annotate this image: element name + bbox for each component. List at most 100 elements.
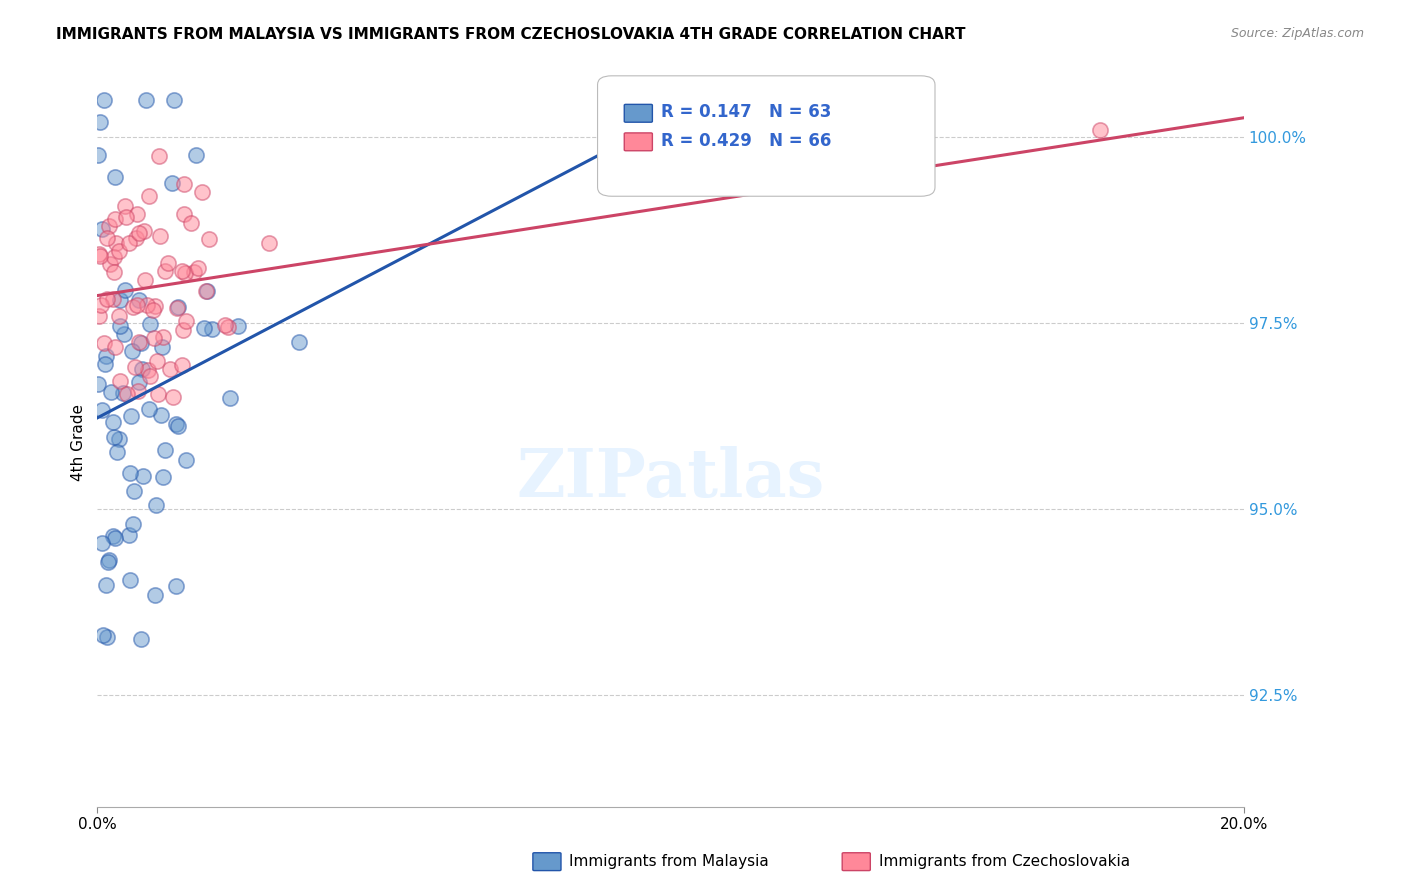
Point — [104, 340, 127, 354]
Point — [173, 177, 195, 191]
Point — [153, 264, 176, 278]
Point — [172, 323, 194, 337]
Point — [162, 390, 184, 404]
Point — [103, 415, 125, 429]
Point — [128, 293, 150, 308]
Point — [97, 219, 120, 233]
Point — [90, 403, 112, 417]
Point — [149, 229, 172, 244]
Point — [103, 250, 125, 264]
Point — [162, 176, 184, 190]
Point — [103, 264, 125, 278]
Point — [100, 384, 122, 399]
Point — [96, 231, 118, 245]
Point — [135, 93, 157, 107]
Point — [101, 292, 124, 306]
Point — [149, 408, 172, 422]
Point — [201, 321, 224, 335]
Point — [152, 469, 174, 483]
Point — [138, 189, 160, 203]
Point — [138, 368, 160, 383]
Point — [89, 249, 111, 263]
Point — [125, 207, 148, 221]
Point — [98, 256, 121, 270]
Point — [166, 301, 188, 316]
Point — [128, 334, 150, 349]
Point — [146, 353, 169, 368]
Point — [183, 264, 205, 278]
Point — [193, 321, 215, 335]
Point — [153, 443, 176, 458]
Point — [150, 340, 173, 354]
Point — [112, 327, 135, 342]
Point — [110, 374, 132, 388]
Point — [180, 216, 202, 230]
Point — [173, 207, 195, 221]
Text: Immigrants from Malaysia: Immigrants from Malaysia — [569, 855, 769, 869]
Point — [195, 284, 218, 298]
Point — [104, 212, 127, 227]
Text: ZIPatlas: ZIPatlas — [516, 446, 825, 511]
Point — [148, 149, 170, 163]
Point — [186, 261, 208, 276]
Point — [138, 402, 160, 417]
Point — [94, 358, 117, 372]
Point — [134, 273, 156, 287]
Point — [121, 300, 143, 314]
Point — [108, 293, 131, 307]
Point — [142, 331, 165, 345]
Point — [132, 224, 155, 238]
Point — [166, 419, 188, 434]
Point — [121, 343, 143, 358]
Point — [127, 297, 149, 311]
Point — [226, 319, 249, 334]
Point — [167, 300, 190, 314]
Point — [214, 318, 236, 333]
Point — [87, 148, 110, 162]
Point — [128, 226, 150, 240]
Point — [115, 210, 138, 224]
Point — [165, 417, 187, 431]
Text: R = 0.147   N = 63: R = 0.147 N = 63 — [661, 103, 831, 121]
Point — [174, 266, 197, 280]
Point — [94, 349, 117, 363]
Point — [91, 627, 114, 641]
Point — [89, 310, 111, 324]
Point — [120, 409, 142, 423]
Point — [156, 256, 179, 270]
Point — [108, 318, 131, 333]
Text: R = 0.429   N = 66: R = 0.429 N = 66 — [661, 132, 831, 150]
Point — [120, 574, 142, 588]
Point — [124, 360, 146, 375]
Point — [257, 236, 280, 251]
Point — [217, 319, 239, 334]
Point — [122, 483, 145, 498]
Point — [114, 283, 136, 297]
Point — [107, 432, 129, 446]
Point — [96, 555, 118, 569]
Point — [152, 329, 174, 343]
Point — [101, 529, 124, 543]
Point — [128, 375, 150, 389]
Point — [198, 232, 221, 246]
Point — [191, 185, 214, 199]
Text: Source: ZipAtlas.com: Source: ZipAtlas.com — [1230, 27, 1364, 40]
Point — [122, 516, 145, 531]
Point — [143, 299, 166, 313]
Point — [1090, 122, 1112, 136]
Point — [136, 363, 159, 377]
Point — [163, 93, 186, 107]
Point — [131, 362, 153, 376]
Text: Immigrants from Czechoslovakia: Immigrants from Czechoslovakia — [879, 855, 1130, 869]
Point — [174, 314, 197, 328]
Point — [136, 298, 159, 312]
Point — [170, 358, 193, 372]
Point — [96, 630, 118, 644]
Point — [176, 452, 198, 467]
Point — [90, 222, 112, 236]
Point — [112, 386, 135, 401]
Y-axis label: 4th Grade: 4th Grade — [72, 404, 86, 481]
Point — [108, 309, 131, 323]
Point — [125, 231, 148, 245]
Point — [195, 284, 218, 298]
